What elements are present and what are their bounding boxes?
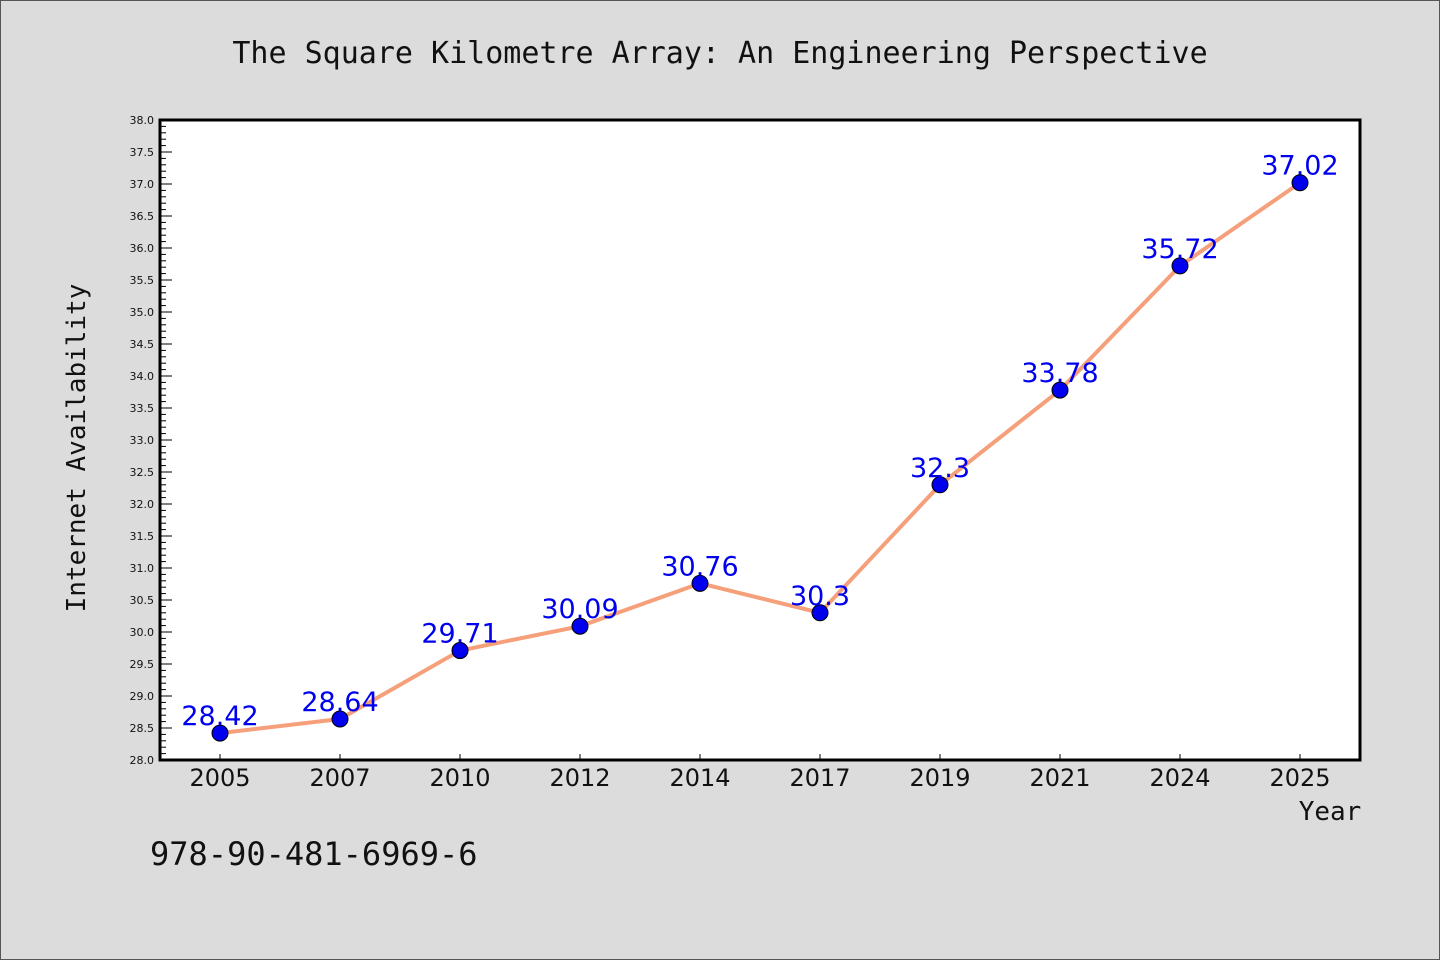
data-point xyxy=(331,710,349,728)
y-tick-label: 37.0 xyxy=(130,178,155,191)
data-label: 28.42 xyxy=(181,701,258,732)
x-tick-label: 2010 xyxy=(429,764,490,792)
y-tick-label: 32.5 xyxy=(130,466,155,479)
data-label: 30.3 xyxy=(790,581,850,612)
isbn-text: 978-90-481-6969-6 xyxy=(150,835,478,873)
x-axis: 2005 2007 2010 2012 2014 2017 2019 2021 2024 2025 xyxy=(189,754,1331,792)
x-tick-label: 2019 xyxy=(909,764,970,792)
data-labels: 28.42 28.64 29.71 30.09 30.76 30.3 32.3 33.78 35… xyxy=(181,151,1338,732)
series-line xyxy=(218,180,1302,736)
y-tick-label: 36.0 xyxy=(130,242,155,255)
data-label: 35.72 xyxy=(1141,234,1218,265)
data-label: 32.3 xyxy=(910,453,970,484)
y-tick-label: 30.5 xyxy=(130,594,155,607)
x-tick-label: 2014 xyxy=(669,764,730,792)
y-tick-label: 36.5 xyxy=(130,210,155,223)
x-axis-label: Year xyxy=(1299,797,1362,827)
chart-title: The Square Kilometre Array: An Engineeri… xyxy=(232,36,1207,71)
data-label: 37.02 xyxy=(1261,151,1338,182)
series-layer xyxy=(211,174,1309,742)
x-tick-label: 2021 xyxy=(1029,764,1090,792)
y-tick-label: 32.0 xyxy=(130,498,155,511)
x-tick-label: 2012 xyxy=(549,764,610,792)
y-axis-label: Internet Availability xyxy=(62,284,92,613)
data-label: 33.78 xyxy=(1021,358,1098,389)
y-tick-label: 29.0 xyxy=(130,690,155,703)
y-tick-label: 31.5 xyxy=(130,530,155,543)
y-axis: 28.0 28.5 29.0 29.5 30.0 30.5 31.0 31.5 32.0 32.5… xyxy=(130,114,172,767)
y-tick-label: 28.5 xyxy=(130,722,155,735)
plot-area xyxy=(158,118,1362,762)
y-tick-label: 28.0 xyxy=(130,754,155,767)
y-tick-label: 30.0 xyxy=(130,626,155,639)
data-label: 30.76 xyxy=(661,551,738,582)
x-tick-label: 2017 xyxy=(789,764,850,792)
y-tick-label: 37.5 xyxy=(130,146,155,159)
data-label: 29.71 xyxy=(421,619,498,650)
data-point xyxy=(451,642,469,660)
y-tick-label: 38.0 xyxy=(130,114,155,127)
y-tick-label: 34.0 xyxy=(130,370,155,383)
data-point xyxy=(571,617,589,635)
data-point xyxy=(931,476,949,494)
x-tick-label: 2007 xyxy=(309,764,370,792)
data-point xyxy=(811,604,829,622)
x-tick-label: 2025 xyxy=(1269,764,1330,792)
y-tick-label: 29.5 xyxy=(130,658,155,671)
x-tick-label: 2024 xyxy=(1149,764,1210,792)
y-tick-label: 35.5 xyxy=(130,274,155,287)
data-label: 30.09 xyxy=(541,594,618,625)
data-point xyxy=(691,574,709,592)
data-point xyxy=(1291,174,1309,192)
x-tick-label: 2005 xyxy=(189,764,250,792)
y-tick-label: 33.5 xyxy=(130,402,155,415)
data-label: 28.64 xyxy=(301,687,378,718)
y-tick-label: 35.0 xyxy=(130,306,155,319)
y-tick-label: 31.0 xyxy=(130,562,155,575)
y-tick-label: 34.5 xyxy=(130,338,155,351)
data-point xyxy=(1051,381,1069,399)
y-tick-label: 33.0 xyxy=(130,434,155,447)
data-point xyxy=(1171,257,1189,275)
data-point xyxy=(211,724,229,742)
